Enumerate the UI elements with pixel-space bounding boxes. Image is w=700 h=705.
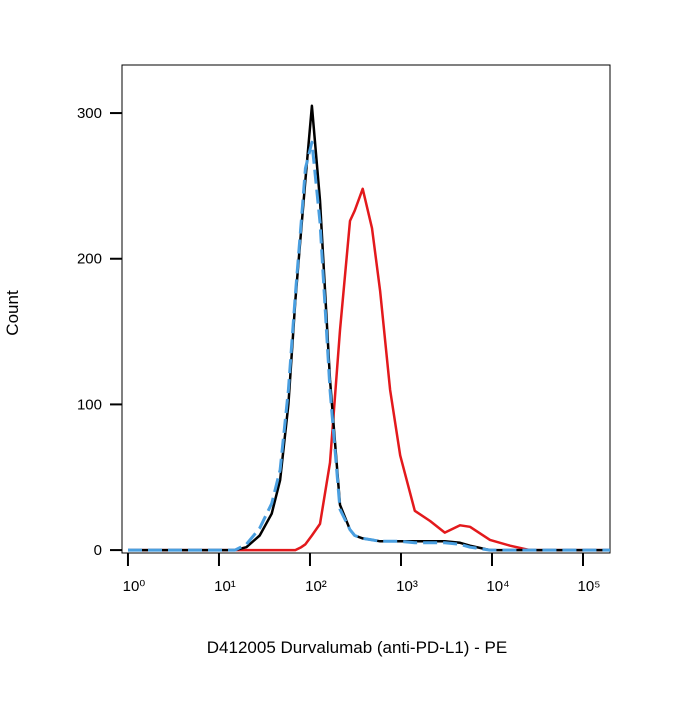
y-tick-label: 300 bbox=[77, 105, 102, 122]
x-tick-label: 10⁰ bbox=[123, 578, 146, 595]
x-tick-label: 10⁴ bbox=[486, 578, 509, 595]
histogram-line bbox=[128, 104, 610, 552]
x-tick-label: 10¹ bbox=[214, 578, 236, 595]
histogram-line bbox=[128, 187, 610, 552]
x-tick-label: 10² bbox=[305, 578, 327, 595]
x-axis-label: D412005 Durvalumab (anti-PD-L1) - PE bbox=[207, 638, 507, 657]
x-tick-label: 10³ bbox=[396, 578, 418, 595]
y-tick-label: 200 bbox=[77, 251, 102, 268]
y-tick-label: 100 bbox=[77, 396, 102, 413]
histogram-line bbox=[128, 140, 610, 552]
x-tick-label: 10⁵ bbox=[578, 578, 601, 595]
y-axis-label: Count bbox=[3, 290, 22, 336]
y-tick-label: 0 bbox=[94, 542, 102, 559]
plot-frame bbox=[121, 64, 611, 554]
